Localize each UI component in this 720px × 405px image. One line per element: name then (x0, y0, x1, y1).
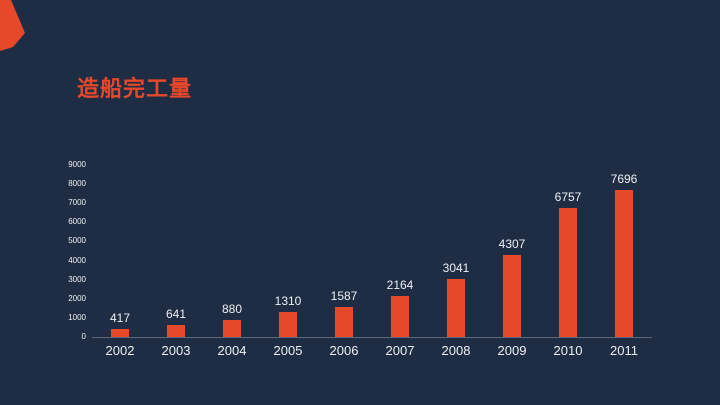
y-tick-label: 7000 (68, 198, 86, 208)
x-axis-label-2007: 2007 (385, 343, 415, 358)
data-label-2008: 3041 (442, 261, 470, 275)
data-label-2003: 641 (165, 307, 187, 321)
bar-2007 (391, 296, 409, 337)
y-axis: 9000 8000 7000 6000 5000 4000 3000 2000 1000 0 (50, 160, 86, 341)
x-axis-label-2006: 2006 (329, 343, 359, 358)
y-tick-label: 1000 (68, 312, 86, 322)
corner-accent-shape (0, 0, 25, 51)
y-tick-label: 5000 (68, 236, 86, 246)
bar-2006 (335, 307, 353, 337)
y-tick-label: 0 (81, 332, 86, 341)
bar-2003 (167, 325, 185, 337)
bar-2011 (615, 190, 633, 337)
y-tick-label: 4000 (68, 255, 86, 265)
data-label-2002: 417 (109, 311, 131, 325)
x-axis-label-2004: 2004 (217, 343, 247, 358)
data-label-2009: 4307 (498, 237, 526, 251)
y-tick-label: 3000 (68, 274, 86, 284)
x-axis-label-2008: 2008 (441, 343, 471, 358)
data-label-2011: 7696 (610, 172, 638, 186)
data-label-2004: 880 (221, 302, 243, 316)
y-tick-label: 9000 (68, 160, 86, 169)
bar-2008 (447, 279, 465, 337)
x-axis-label-2010: 2010 (553, 343, 583, 358)
data-label-2006: 1587 (330, 289, 358, 303)
bar-2002 (111, 329, 129, 337)
x-axis-label-2009: 2009 (497, 343, 527, 358)
y-tick-label: 8000 (68, 179, 86, 189)
data-label-2005: 1310 (274, 294, 302, 308)
data-label-2007: 2164 (386, 278, 414, 292)
plot-area: 417 2002 641 2003 880 2004 1310 2005 1587 2006 216… (92, 165, 652, 358)
slide-title: 造船完工量 (77, 76, 193, 101)
x-axis-label-2011: 2011 (610, 343, 638, 358)
bar-2009 (503, 255, 521, 337)
corner-triangle (0, 0, 25, 51)
y-tick-label: 6000 (68, 217, 86, 227)
data-label-2010: 6757 (554, 190, 582, 204)
y-tick-label: 2000 (68, 293, 86, 303)
x-axis-label-2005: 2005 (273, 343, 303, 358)
bar-2010 (559, 208, 577, 337)
bar-2004 (223, 320, 241, 337)
x-axis-label-2003: 2003 (161, 343, 191, 358)
bar-2005 (279, 312, 297, 337)
x-axis-label-2002: 2002 (105, 343, 135, 358)
